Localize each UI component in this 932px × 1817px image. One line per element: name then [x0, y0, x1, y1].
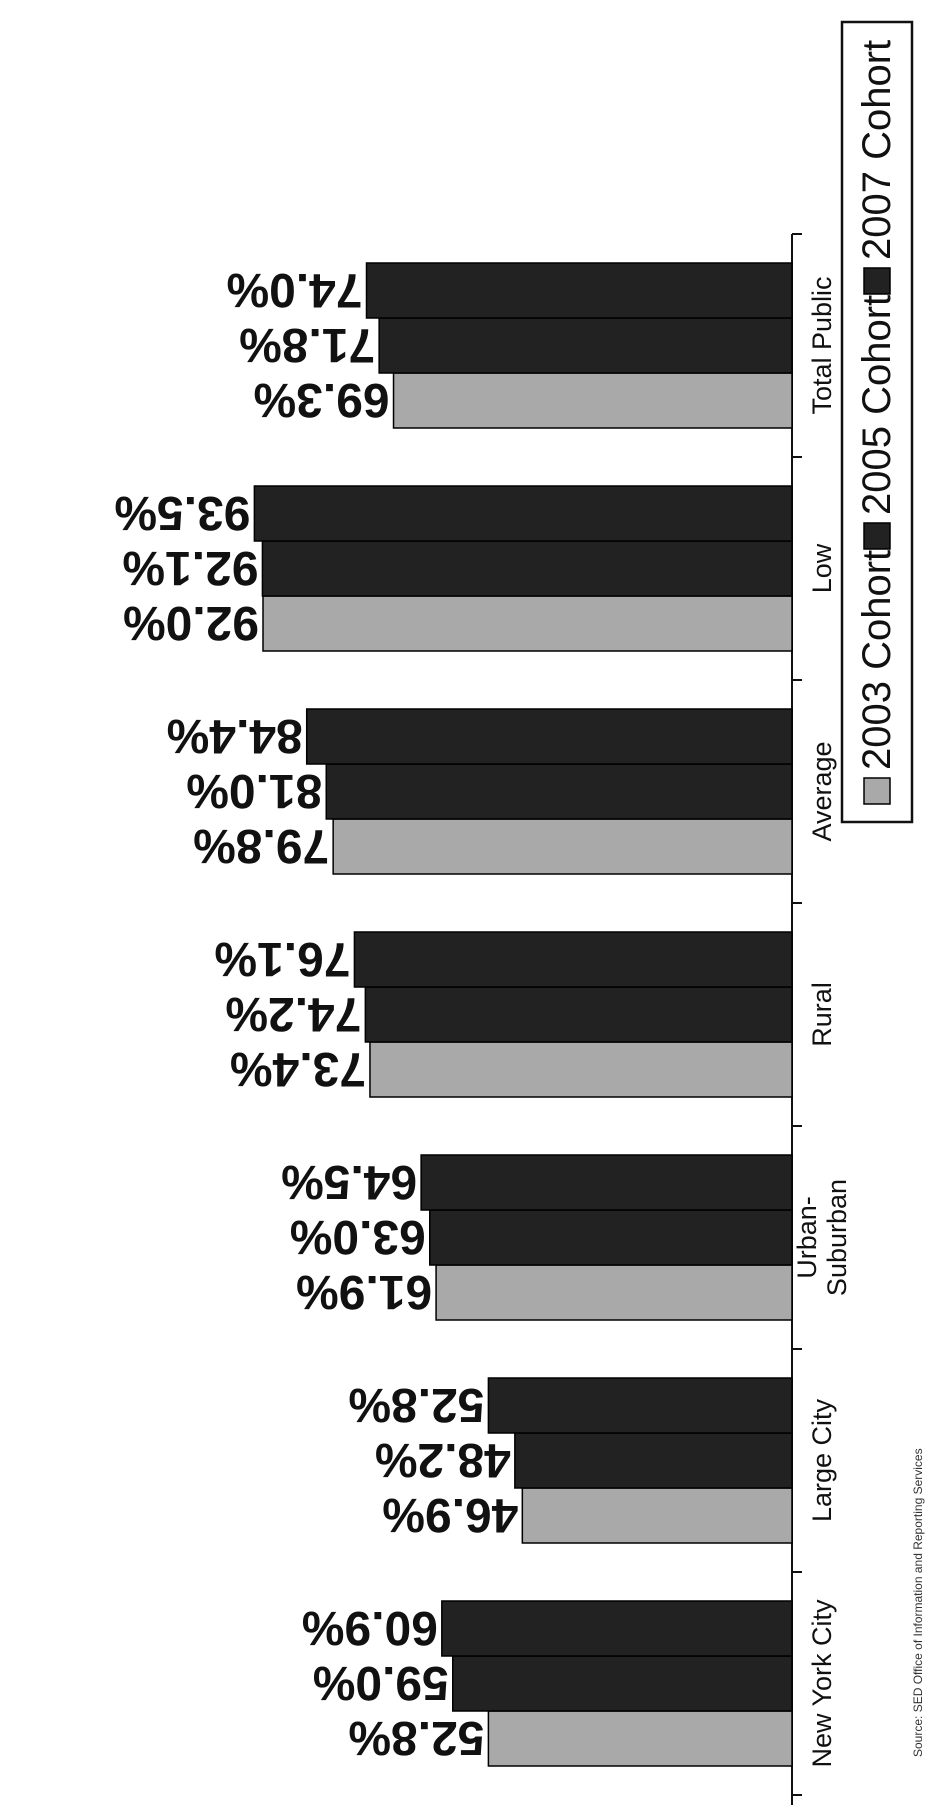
- category-label-large-city: Large City: [807, 1398, 837, 1522]
- legend-swatch-2005-cohort: [863, 522, 891, 550]
- value-label-large-city-2007-cohort: 52.8%: [348, 1378, 484, 1431]
- value-label-total-public-2005-cohort: 71.8%: [239, 318, 375, 371]
- value-label-low-2007-cohort: 93.5%: [114, 486, 250, 539]
- value-label-urban-suburban-2005-cohort: 63.0%: [290, 1210, 426, 1263]
- category-label-low: Low: [807, 543, 837, 593]
- bar-large-city-2007-cohort: [487, 1377, 793, 1434]
- value-label-rural-2003-cohort: 73.4%: [230, 1042, 366, 1095]
- value-label-average-2003-cohort: 79.8%: [193, 819, 329, 872]
- plot-area: 52.8%59.0%60.9% New York City46.9%48.2%52…: [114, 20, 925, 1805]
- value-label-low-2003-cohort: 92.0%: [123, 596, 259, 649]
- bar-rural-2003-cohort: [369, 1041, 793, 1098]
- value-label-large-city-2005-cohort: 48.2%: [375, 1433, 511, 1486]
- category-label-urban-suburban: Urban-Suburban: [792, 1179, 852, 1296]
- value-label-new-york-city-2003-cohort: 52.8%: [348, 1711, 484, 1764]
- value-label-average-2005-cohort: 81.0%: [186, 764, 322, 817]
- value-label-total-public-2007-cohort: 74.0%: [226, 263, 362, 316]
- category-label-line: Suburban: [822, 1179, 852, 1296]
- category-label-average: Average: [807, 741, 837, 841]
- legend-box: [840, 20, 914, 824]
- category-label-line: Rural: [807, 982, 837, 1047]
- bar-average-2007-cohort: [305, 708, 793, 765]
- category-label-new-york-city: New York City: [807, 1599, 837, 1768]
- category-label-rural: Rural: [807, 982, 837, 1047]
- value-label-new-york-city-2007-cohort: 60.9%: [302, 1601, 438, 1654]
- legend-entry-2003-cohort: 2003 Cohort: [855, 550, 899, 770]
- value-label-large-city-2003-cohort: 46.9%: [382, 1488, 518, 1541]
- value-label-low-2005-cohort: 92.1%: [122, 541, 258, 594]
- bar-new-york-city-2007-cohort: [441, 1600, 793, 1657]
- category-label-line: Average: [807, 741, 837, 841]
- value-label-urban-suburban-2003-cohort: 61.9%: [296, 1265, 432, 1318]
- bar-total-public-2003-cohort: [392, 372, 793, 429]
- bar-low-2005-cohort: [261, 540, 793, 597]
- value-label-new-york-city-2005-cohort: 59.0%: [313, 1656, 449, 1709]
- bar-rural-2007-cohort: [353, 931, 793, 988]
- value-label-total-public-2003-cohort: 69.3%: [253, 373, 389, 426]
- bar-low-2003-cohort: [262, 595, 793, 652]
- category-label-total-public: Total Public: [807, 276, 837, 414]
- legend-entry-2005-cohort: 2005 Cohort: [855, 295, 899, 515]
- category-label-line: Large City: [807, 1398, 837, 1522]
- bar-urban-suburban-2005-cohort: [429, 1209, 793, 1266]
- category-label-line: Low: [807, 543, 837, 593]
- bar-rural-2005-cohort: [364, 986, 793, 1043]
- bar-large-city-2003-cohort: [521, 1487, 793, 1544]
- category-label-line: Total Public: [807, 276, 837, 414]
- value-label-rural-2007-cohort: 76.1%: [214, 932, 350, 985]
- category-label-line: Urban-: [792, 1196, 822, 1279]
- source-note: Source: SED Office of Information and Re…: [911, 1448, 925, 1757]
- legend-entry-2007-cohort: 2007 Cohort: [855, 40, 899, 260]
- legend-swatch-2007-cohort: [863, 267, 891, 295]
- bar-total-public-2007-cohort: [365, 262, 793, 319]
- category-label-line: New York City: [807, 1599, 837, 1768]
- bar-average-2005-cohort: [325, 763, 793, 820]
- bar-new-york-city-2005-cohort: [452, 1655, 793, 1712]
- legend-swatch-2003-cohort: [863, 777, 891, 805]
- value-label-average-2007-cohort: 84.4%: [167, 709, 303, 762]
- value-label-rural-2005-cohort: 74.2%: [225, 987, 361, 1040]
- bar-urban-suburban-2003-cohort: [435, 1264, 793, 1321]
- bar-average-2003-cohort: [332, 818, 793, 875]
- bar-large-city-2005-cohort: [514, 1432, 793, 1489]
- bar-low-2007-cohort: [253, 485, 793, 542]
- value-label-urban-suburban-2007-cohort: 64.5%: [281, 1155, 417, 1208]
- bar-new-york-city-2003-cohort: [487, 1710, 793, 1767]
- bar-urban-suburban-2007-cohort: [420, 1154, 793, 1211]
- bar-total-public-2005-cohort: [378, 317, 793, 374]
